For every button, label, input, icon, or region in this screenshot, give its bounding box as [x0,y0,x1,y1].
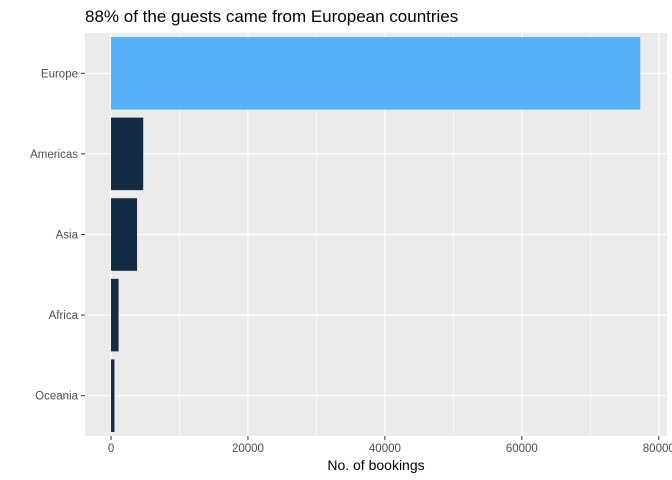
x-axis-title: No. of bookings [327,457,424,473]
chart-title: 88% of the guests came from European cou… [85,7,458,26]
bars [111,37,641,432]
x-tick-label: 60000 [506,443,538,455]
y-axis: Europe Americas Asia Africa Oceania [30,68,85,403]
y-tick-label: Oceania [35,391,78,403]
y-tick-label: Asia [56,230,79,242]
y-tick-label: Americas [30,149,78,161]
y-tick-label: Europe [41,68,78,80]
bar-oceania [111,359,115,432]
bar-asia [111,198,138,271]
x-tick-label: 80000 [643,443,672,455]
x-tick-label: 20000 [232,443,264,455]
bar-africa [111,278,119,352]
x-tick-label: 40000 [369,443,401,455]
x-tick-label: 0 [108,443,114,455]
x-axis: 0 20000 40000 60000 80000 [108,436,672,455]
bar-americas [111,117,144,191]
bar-europe [111,37,641,110]
y-tick-label: Africa [49,310,79,322]
